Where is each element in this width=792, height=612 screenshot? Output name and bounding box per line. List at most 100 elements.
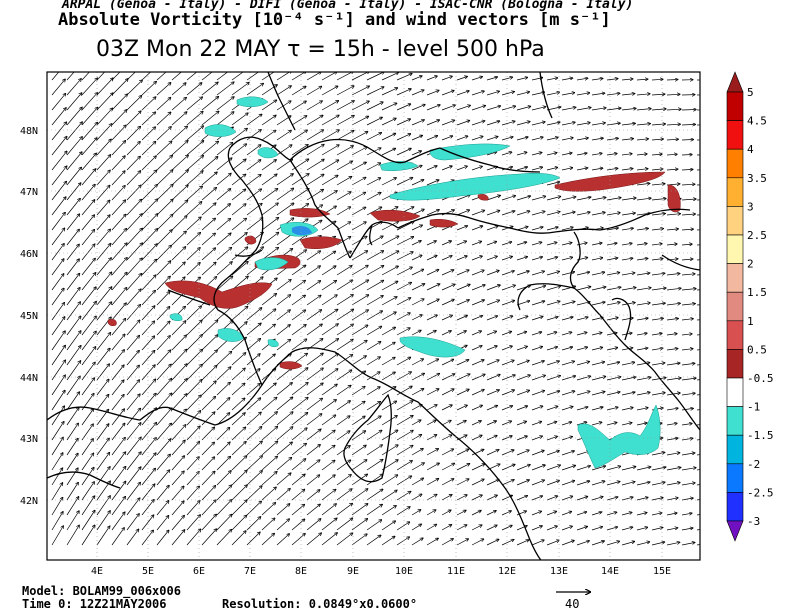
wind-vector bbox=[246, 456, 262, 471]
wind-vector bbox=[546, 212, 560, 216]
colorbar-swatch bbox=[726, 349, 744, 379]
wind-vector bbox=[111, 186, 125, 201]
map-frame bbox=[46, 71, 701, 561]
wind-vector bbox=[366, 520, 382, 531]
wind-vector bbox=[216, 413, 230, 426]
colorbar-label: -3 bbox=[747, 515, 760, 528]
wind-vector bbox=[651, 154, 662, 155]
model-label: Model: BOLAM99_006x006 bbox=[22, 584, 181, 598]
wind-vector bbox=[636, 228, 648, 230]
wind-vector bbox=[396, 237, 413, 246]
lon-label: 8E bbox=[295, 566, 307, 577]
wind-vector bbox=[201, 188, 216, 201]
wind-vector bbox=[561, 422, 572, 426]
wind-vector bbox=[651, 378, 666, 381]
wind-vector bbox=[216, 158, 232, 171]
wind-vector bbox=[336, 460, 351, 471]
wind-vector bbox=[201, 172, 217, 186]
wind-vector bbox=[171, 72, 182, 81]
wind-vector bbox=[366, 178, 381, 186]
wind-vector bbox=[126, 142, 140, 156]
wind-vector bbox=[276, 504, 290, 516]
wind-vector bbox=[456, 241, 466, 246]
wind-vector bbox=[411, 478, 423, 486]
wind-vector bbox=[216, 352, 232, 366]
wind-vector bbox=[381, 387, 396, 396]
wind-vector bbox=[306, 310, 321, 321]
wind-vector bbox=[186, 141, 204, 156]
wind-vector bbox=[336, 161, 352, 171]
wind-vector bbox=[276, 397, 293, 411]
wind-vector bbox=[651, 498, 663, 501]
wind-vector bbox=[696, 214, 700, 216]
wind-vector bbox=[261, 130, 276, 141]
wind-vector bbox=[621, 482, 635, 486]
wind-vector bbox=[606, 228, 618, 231]
wind-vector bbox=[471, 300, 484, 306]
lon-label: 6E bbox=[193, 566, 205, 577]
wind-vector bbox=[246, 218, 263, 231]
coastlines-borders bbox=[47, 72, 700, 560]
wind-vector bbox=[651, 482, 665, 486]
wind-vector bbox=[261, 309, 276, 321]
wind-vector bbox=[666, 124, 680, 125]
wind-vector bbox=[426, 136, 437, 141]
wind-vector bbox=[666, 109, 681, 110]
wind-vector bbox=[246, 308, 262, 321]
wind-vector bbox=[546, 361, 559, 366]
wind-vector bbox=[501, 540, 514, 546]
wind-vector bbox=[591, 362, 604, 366]
wind-vector bbox=[606, 123, 620, 126]
wind-vector bbox=[396, 446, 413, 456]
wind-vector bbox=[186, 486, 199, 501]
wind-vector bbox=[666, 467, 681, 471]
colorbar-swatch bbox=[726, 320, 744, 350]
wind-vector bbox=[396, 178, 413, 186]
wind-vector bbox=[126, 336, 139, 351]
wind-vector bbox=[606, 348, 618, 351]
wind-vector bbox=[681, 528, 693, 531]
wind-vector bbox=[561, 347, 572, 351]
wind-vector bbox=[621, 288, 636, 291]
wind-vector bbox=[231, 204, 246, 216]
colorbar-swatch bbox=[726, 206, 744, 236]
wind-vector bbox=[486, 511, 496, 516]
wind-vector bbox=[696, 454, 700, 456]
wind-vector bbox=[366, 133, 381, 141]
wind-vector bbox=[591, 422, 602, 426]
wind-vector bbox=[201, 486, 215, 501]
wind-vector bbox=[636, 318, 648, 321]
wind-vector bbox=[666, 438, 678, 441]
wind-vector bbox=[126, 305, 140, 321]
wind-vector bbox=[216, 262, 232, 276]
wind-vector bbox=[51, 437, 63, 456]
wind-vector bbox=[66, 214, 80, 231]
wind-vector bbox=[366, 460, 383, 471]
wind-vector bbox=[111, 334, 125, 351]
wind-vector bbox=[201, 442, 214, 456]
wind-vector bbox=[231, 72, 244, 81]
wind-vector bbox=[426, 510, 436, 516]
wind-vector bbox=[426, 241, 436, 246]
wind-vector bbox=[456, 195, 470, 201]
lon-label: 4E bbox=[91, 566, 103, 577]
wind-vector bbox=[606, 138, 618, 140]
wind-vector bbox=[306, 251, 320, 261]
wind-vector bbox=[381, 536, 395, 546]
wind-vector bbox=[306, 101, 322, 111]
wind-vector bbox=[66, 511, 79, 531]
wind-vector bbox=[501, 285, 515, 291]
wind-vector bbox=[96, 200, 110, 216]
wind-vector bbox=[66, 199, 80, 216]
wind-vector bbox=[261, 233, 279, 246]
lon-label: 15E bbox=[653, 566, 671, 577]
wind-vector bbox=[681, 393, 695, 396]
wind-vector bbox=[591, 168, 603, 171]
wind-vector bbox=[486, 525, 497, 531]
wind-vector bbox=[66, 259, 79, 276]
wind-vector bbox=[381, 445, 398, 456]
wind-vector bbox=[651, 303, 665, 306]
wind-vector bbox=[501, 77, 512, 81]
wind-vector bbox=[171, 262, 185, 276]
longitude-labels: 4E 5E 6E 7E 8E 9E 10E 11E 12E 13E 14E 15… bbox=[91, 566, 671, 577]
